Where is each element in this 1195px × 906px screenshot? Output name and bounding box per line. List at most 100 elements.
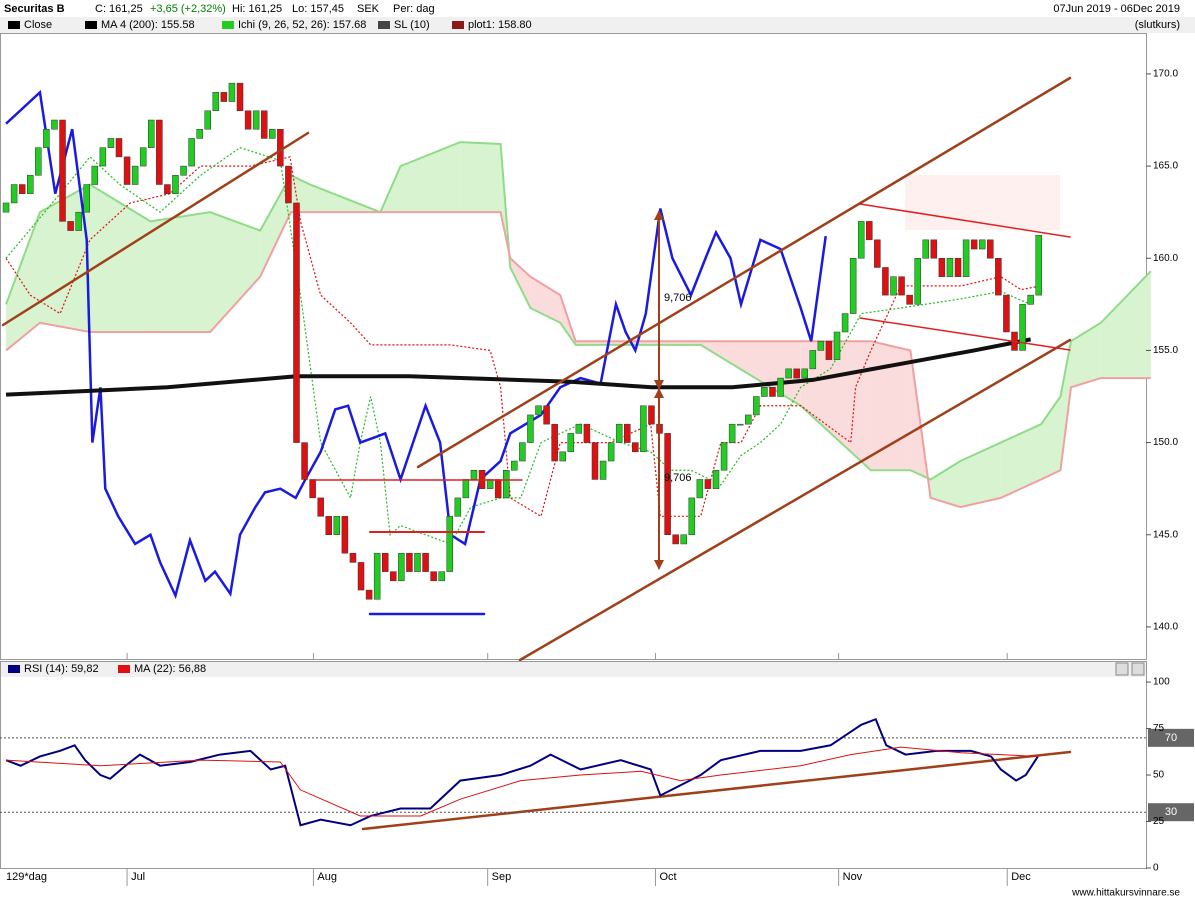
rsi-line	[5, 717, 1039, 827]
candle	[874, 239, 881, 268]
candle	[978, 239, 986, 250]
y-tick-label: 140.0	[1153, 622, 1178, 633]
candle	[156, 119, 163, 185]
candle	[680, 534, 687, 545]
legend-swatch	[452, 21, 464, 29]
candle	[817, 340, 825, 351]
cloud-segment	[960, 442, 1001, 508]
candle	[494, 479, 502, 499]
candle	[301, 442, 308, 480]
candle	[559, 451, 566, 462]
candle	[753, 396, 760, 416]
candle	[954, 258, 962, 277]
candle	[745, 414, 752, 425]
cloud-segment	[150, 212, 211, 332]
annotation: 9,706	[664, 472, 692, 484]
candle	[946, 258, 954, 277]
candle	[59, 119, 66, 222]
candle	[67, 221, 74, 231]
indicator-line	[5, 89, 827, 600]
candle	[664, 433, 671, 536]
candle	[882, 267, 889, 296]
rsi-line	[6, 746, 1038, 817]
panel-button[interactable]	[1115, 662, 1129, 676]
candle	[785, 368, 792, 379]
candle	[115, 138, 123, 158]
measure-arrows	[654, 210, 664, 570]
ref-box	[1148, 803, 1194, 822]
candle	[1035, 234, 1042, 296]
candle	[35, 147, 42, 176]
legend-swatch	[378, 21, 390, 29]
indicator-line	[5, 337, 1032, 397]
candle	[736, 423, 744, 426]
candle	[438, 571, 445, 582]
date-range: 07Jun 2019 - 06Dec 2019	[1053, 3, 1180, 15]
candle	[131, 165, 139, 185]
candle	[1027, 294, 1034, 305]
candle	[825, 340, 833, 360]
candle	[373, 552, 381, 600]
title: Securitas B	[4, 3, 65, 15]
y-tick-label: 0	[1153, 863, 1159, 874]
candle	[841, 313, 849, 333]
candle	[317, 497, 324, 517]
change: +3,65 (+2,32%)	[150, 3, 226, 15]
y-tick-label: 150.0	[1153, 437, 1178, 448]
candle	[123, 156, 131, 185]
cloud-segment	[510, 258, 531, 309]
candle	[430, 571, 437, 582]
annotation: 9,706	[664, 292, 692, 304]
candle	[148, 119, 155, 148]
candle	[454, 497, 462, 517]
candle	[349, 552, 357, 563]
cloud-segment	[89, 184, 151, 332]
candle	[648, 405, 655, 425]
candle	[91, 165, 99, 185]
trend-line	[518, 338, 1072, 662]
candle	[252, 110, 260, 130]
candle	[688, 497, 696, 536]
legend-label: RSI (14): 59,82	[24, 663, 99, 675]
x-tick-label: Oct	[659, 871, 676, 883]
candle	[914, 258, 921, 305]
y-tick-label: 165.0	[1153, 161, 1178, 172]
y-tick-label: 145.0	[1153, 529, 1178, 540]
candle	[422, 552, 429, 572]
cloud-segment	[460, 142, 501, 213]
candle	[83, 184, 90, 213]
candle	[309, 479, 316, 499]
candle	[890, 276, 897, 296]
candle	[357, 562, 365, 591]
candle	[236, 82, 244, 112]
candle	[139, 147, 147, 167]
candle	[624, 423, 631, 443]
candle	[414, 552, 421, 572]
candle	[220, 92, 228, 102]
candle	[704, 479, 712, 489]
cloud-segment	[930, 461, 961, 508]
candle	[712, 469, 720, 489]
candle	[793, 368, 800, 379]
cloud-segment	[260, 175, 291, 277]
candle	[398, 552, 405, 582]
candle	[260, 110, 268, 139]
candle	[511, 460, 518, 471]
close: C: 161,25	[95, 3, 143, 15]
y-tick-label: 160.0	[1153, 253, 1178, 264]
legend-bar	[0, 17, 1195, 33]
legend-label: SL (10)	[394, 19, 430, 31]
candle	[809, 350, 817, 370]
candle	[970, 239, 978, 250]
candle	[866, 221, 873, 241]
candle	[987, 239, 994, 259]
period: Per: dag	[393, 3, 435, 15]
legend-label: plot1: 158.80	[468, 19, 532, 31]
legend-swatch	[118, 665, 130, 673]
footer: www.hittakursvinnare.se	[1071, 888, 1180, 899]
y-tick-label: 50	[1153, 770, 1165, 781]
candle	[188, 138, 195, 167]
panel-button[interactable]	[1131, 662, 1145, 676]
candle	[390, 571, 397, 582]
